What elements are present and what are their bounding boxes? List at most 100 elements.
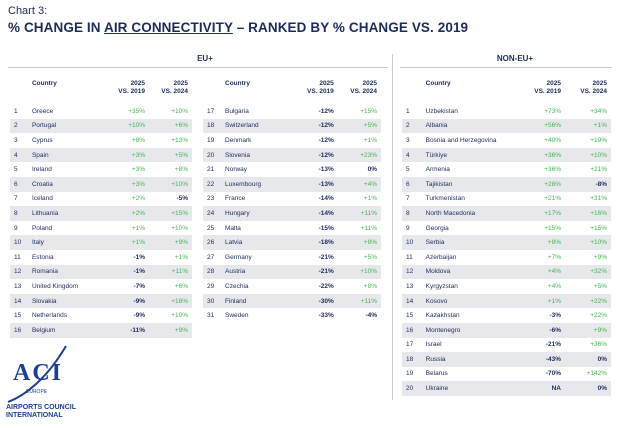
country-cell: Turkmenistan (425, 195, 465, 203)
rank-cell: 19 (207, 136, 215, 144)
change-vs-2024-cell: +5% (337, 118, 381, 134)
rank-cell: 30 (203, 293, 223, 309)
title-suffix: – RANKED BY % CHANGE VS. 2019 (232, 20, 469, 35)
country-cell: Finland (222, 293, 299, 309)
change-vs-2019-cell: +4% (523, 264, 565, 280)
country-cell: Czechia (225, 282, 249, 290)
non-eu-header-rule (400, 67, 612, 68)
header-row: Country 2025 VS. 2019 2025 VS. 2024 (203, 80, 381, 104)
change-vs-2019-cell: -12% (318, 107, 334, 115)
table-row: 9 Poland +1% +10% (10, 221, 192, 236)
rank-cell: 5 (406, 166, 410, 174)
logo-region: EUROPE (26, 389, 48, 395)
country-cell: Belgium (28, 322, 108, 338)
rank-cell: 6 (10, 176, 29, 192)
change-vs-2019-cell: -1% (133, 253, 146, 261)
change-vs-2019-cell: -12% (298, 147, 338, 163)
change-vs-2024-cell: +36% (590, 341, 607, 349)
change-vs-2019-cell: -30% (298, 293, 338, 309)
table-row: 3 Cyprus +8% +13% (10, 133, 192, 148)
rank-cell: 10 (10, 235, 29, 250)
page-title: % CHANGE IN AIR CONNECTIVITY – RANKED BY… (8, 20, 468, 35)
change-vs-2024-cell: +16% (565, 206, 611, 221)
change-vs-2024-cell: -8% (565, 176, 611, 192)
vs-2024-header: 2025 VS. 2024 (161, 80, 188, 95)
country-cell: Moldova (422, 264, 524, 280)
change-vs-2024-cell: +19% (590, 136, 607, 144)
rank-cell: 17 (406, 341, 414, 349)
country-cell: Bulgaria (225, 107, 249, 115)
country-cell: Bosnia and Herzegovina (425, 136, 497, 144)
change-vs-2019-cell: +7% (547, 253, 561, 261)
group-divider (392, 54, 393, 400)
table-row: 19 Denmark -12% +1% (203, 133, 381, 148)
change-vs-2024-cell: +8% (363, 282, 377, 290)
change-vs-2024-cell: +1% (565, 118, 611, 134)
table-row: 8 North Macedonia +17% +16% (402, 206, 611, 221)
table-row: 9 Georgia +15% +15% (402, 221, 611, 236)
change-vs-2019-cell: +8% (523, 235, 565, 250)
change-vs-2019-cell: -43% (523, 352, 565, 367)
change-vs-2024-cell: +23% (337, 147, 381, 163)
logo-wordmark: AIRPORTS COUNCIL INTERNATIONAL (6, 404, 76, 420)
logo-swoosh (7, 345, 67, 403)
table-row: 12 Romania -1% +11% (10, 264, 192, 280)
change-vs-2019-cell: -21% (298, 264, 338, 280)
change-vs-2024-cell: +5% (593, 282, 607, 290)
change-vs-2019-cell: -22% (318, 282, 334, 290)
change-vs-2019-cell: +21% (544, 195, 561, 203)
table-row: 7 Iceland +2% -5% (10, 192, 192, 207)
table-row: 20 Slovenia -12% +23% (203, 147, 381, 163)
eu-header-rule (8, 67, 388, 68)
rank-cell: 19 (406, 370, 414, 378)
table-row: 20 Ukraine NA 0% (402, 381, 611, 396)
change-vs-2019-cell: +8% (131, 136, 146, 144)
logo-line-1: AIRPORTS COUNCIL (6, 404, 76, 411)
change-vs-2024-cell: 0% (367, 166, 377, 174)
change-vs-2019-cell: +73% (544, 107, 561, 115)
logo-line-2: INTERNATIONAL (6, 412, 63, 419)
eu-table-right: Country 2025 VS. 2019 2025 VS. 2024 17 Bulgari… (203, 80, 381, 323)
change-vs-2019-cell: +15% (544, 224, 561, 232)
rank-cell: 12 (10, 264, 29, 280)
change-vs-2024-cell: +15% (149, 206, 192, 221)
change-vs-2019-cell: +3% (131, 166, 146, 174)
change-vs-2019-cell: +17% (523, 206, 565, 221)
rank-cell: 14 (10, 293, 29, 309)
rank-cell: 20 (402, 381, 423, 396)
country-cell: Denmark (225, 136, 252, 144)
country-cell: Ukraine (422, 381, 524, 396)
change-vs-2024-cell: +11% (337, 293, 381, 309)
change-vs-2019-cell: +28% (523, 176, 565, 192)
change-vs-2019-cell: +1% (107, 235, 150, 250)
non-eu-table: Country 2025 VS. 2019 2025 VS. 2024 1 Uzbekist… (402, 80, 611, 396)
change-vs-2019-cell: -9% (107, 293, 150, 309)
table-row: 4 Spain +3% +5% (10, 147, 192, 163)
change-vs-2019-cell: -13% (318, 166, 334, 174)
change-vs-2024-cell: +31% (590, 195, 607, 203)
country-cell: Norway (225, 166, 248, 174)
change-vs-2024-cell: +15% (360, 107, 377, 115)
country-cell: Uzbekistan (425, 107, 458, 115)
change-vs-2024-cell: +13% (171, 136, 188, 144)
change-vs-2024-cell: +1% (174, 253, 188, 261)
change-vs-2019-cell: -3% (549, 312, 561, 320)
vs-2019-header: 2025 VS. 2019 (118, 80, 146, 95)
table-row: 6 Croatia +3% +10% (10, 176, 192, 192)
country-cell: Latvia (222, 235, 299, 250)
rank-cell: 9 (406, 224, 410, 232)
change-vs-2019-cell: -15% (318, 224, 334, 232)
change-vs-2024-cell: +9% (149, 322, 192, 338)
country-cell: Ireland (31, 166, 52, 174)
change-vs-2024-cell: +21% (590, 166, 607, 174)
vs-2019-header: 2025 VS. 2019 (307, 80, 334, 95)
rank-cell: 26 (203, 235, 223, 250)
chart-number: Chart 3: (8, 5, 48, 17)
rank-cell: 7 (14, 195, 18, 203)
change-vs-2024-cell: +8% (337, 235, 381, 250)
table-row: 8 Lithuania +2% +15% (10, 206, 192, 221)
table-row: 25 Malta -15% +11% (203, 221, 381, 236)
change-vs-2024-cell: +9% (565, 322, 611, 338)
rank-cell: 12 (402, 264, 423, 280)
change-vs-2019-cell: -9% (133, 312, 146, 320)
